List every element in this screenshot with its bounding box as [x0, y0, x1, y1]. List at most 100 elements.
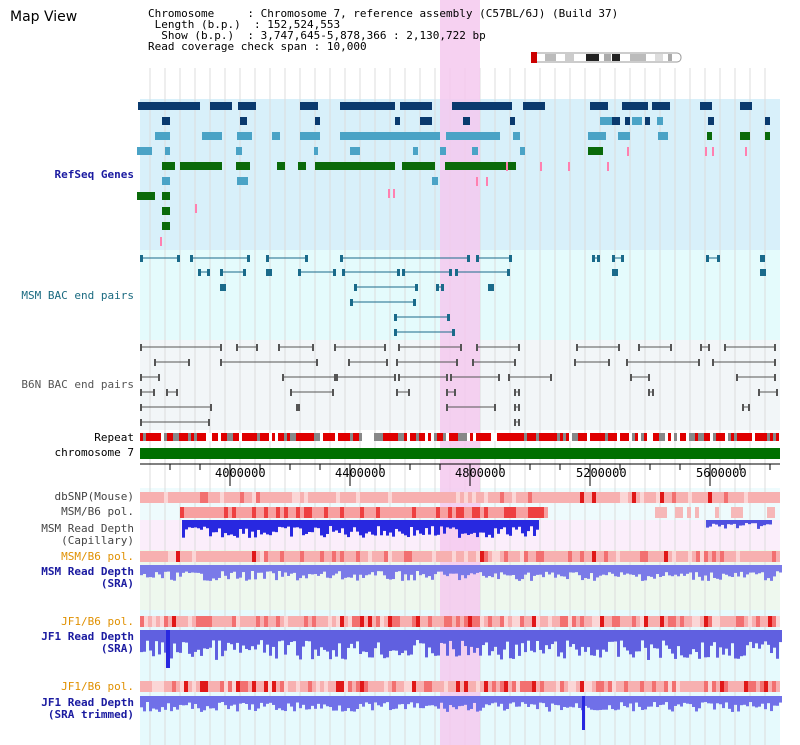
depth-bar	[521, 696, 524, 703]
depth-bar	[503, 630, 506, 650]
depth-bar	[263, 520, 266, 533]
track-label-refseq[interactable]: RefSeq Genes	[54, 168, 134, 181]
polymorphism-cell	[704, 551, 708, 562]
refseq-gene	[402, 162, 435, 170]
polymorphism-cell	[480, 551, 484, 562]
axis-tick-label: 4400000	[335, 466, 386, 480]
depth-bar	[668, 565, 671, 576]
polymorphism-cell	[224, 616, 228, 627]
polymorphism-cell	[428, 507, 432, 518]
depth-bar	[197, 565, 200, 573]
polymorphism-cell	[652, 551, 656, 562]
polymorphism-cell	[744, 551, 748, 562]
depth-bar	[712, 520, 715, 524]
refseq-gene	[612, 117, 620, 125]
depth-bar	[416, 630, 419, 641]
track-label-b6n-bac[interactable]: B6N BAC end pairs	[21, 378, 134, 391]
repeat-segment	[305, 433, 308, 441]
depth-bar	[617, 565, 620, 577]
depth-bar	[530, 520, 533, 527]
polymorphism-cell	[688, 492, 692, 503]
repeat-segment	[269, 433, 272, 441]
repeat-segment	[413, 433, 416, 441]
depth-bar	[254, 630, 257, 650]
depth-bar	[578, 630, 581, 656]
depth-bar	[143, 630, 146, 652]
track-label-msm-b6-pol-2[interactable]: MSM/B6 pol.	[61, 550, 134, 563]
polymorphism-cell	[428, 616, 432, 627]
depth-bar	[650, 696, 653, 707]
bac-end	[638, 344, 640, 351]
bac-end	[333, 269, 336, 276]
depth-bar	[410, 520, 413, 528]
polymorphism-cell	[336, 507, 340, 518]
bac-end	[476, 255, 479, 262]
polymorphism-cell	[264, 507, 268, 518]
track-label-jf1-b6-pol-1[interactable]: JF1/B6 pol.	[61, 615, 134, 628]
depth-bar	[524, 696, 527, 704]
depth-bar	[419, 630, 422, 644]
refseq-gene	[446, 132, 500, 140]
depth-bar	[326, 696, 329, 707]
repeat-segment	[425, 433, 428, 441]
polymorphism-cell	[724, 551, 728, 562]
track-label-msm-depth-cap[interactable]: MSM Read Depth	[41, 522, 134, 535]
polymorphism-cell	[492, 681, 496, 692]
depth-bar	[659, 696, 662, 706]
depth-bar	[332, 520, 335, 532]
track-label-dbsnp[interactable]: dbSNP(Mouse)	[54, 490, 134, 503]
polymorphism-cell	[716, 492, 720, 503]
refseq-pseudo-mark	[195, 204, 197, 213]
depth-bar	[293, 696, 296, 712]
depth-bar	[677, 696, 680, 705]
track-label-msm-depth-sra[interactable]: MSM Read Depth	[41, 565, 134, 578]
polymorphism-cell	[648, 681, 652, 692]
polymorphism-cell	[632, 616, 636, 627]
track-label-repeat[interactable]: Repeat	[94, 431, 134, 444]
polymorphism-cell	[356, 507, 360, 518]
depth-bar	[380, 696, 383, 707]
polymorphism-cell	[420, 681, 424, 692]
depth-bar	[709, 520, 712, 527]
depth-bar	[488, 696, 491, 706]
refseq-gene	[237, 177, 248, 185]
depth-bar	[425, 565, 428, 578]
polymorphism-cell	[304, 507, 308, 518]
repeat-segment	[278, 433, 281, 441]
polymorphism-cell	[564, 681, 568, 692]
depth-bar	[596, 565, 599, 578]
depth-bar	[407, 696, 410, 705]
polymorphism-cell	[731, 507, 735, 518]
polymorphism-cell	[460, 551, 464, 562]
polymorphism-cell	[764, 681, 768, 692]
depth-bar	[578, 696, 581, 708]
polymorphism-cell	[512, 681, 516, 692]
polymorphism-cell	[695, 507, 699, 518]
depth-bar	[302, 520, 305, 536]
depth-bar	[707, 630, 710, 658]
track-label-chromosome[interactable]: chromosome 7	[54, 446, 134, 459]
depth-bar	[554, 696, 557, 705]
polymorphism-cell	[256, 616, 260, 627]
depth-bar	[440, 565, 443, 572]
depth-bar	[653, 630, 656, 649]
depth-bar	[689, 565, 692, 573]
depth-bar	[272, 565, 275, 574]
depth-bar	[719, 565, 722, 580]
refseq-pseudo-mark	[540, 162, 542, 171]
polymorphism-cell	[612, 681, 616, 692]
depth-bar	[488, 630, 491, 656]
track-label-jf1-b6-pol-2[interactable]: JF1/B6 pol.	[61, 680, 134, 693]
track-label-jf1-depth-sra[interactable]: JF1 Read Depth	[41, 630, 134, 643]
track-label-msm-b6-pol-1[interactable]: MSM/B6 pol.	[61, 505, 134, 518]
depth-bar	[452, 696, 455, 708]
bac-end	[154, 359, 156, 366]
track-label-msm-bac[interactable]: MSM BAC end pairs	[21, 289, 134, 302]
track-label-jf1-depth-trim[interactable]: JF1 Read Depth	[41, 696, 134, 709]
depth-bar	[362, 520, 365, 538]
polymorphism-cell	[172, 551, 176, 562]
repeat-segment	[767, 433, 770, 441]
bac-end	[188, 359, 190, 366]
